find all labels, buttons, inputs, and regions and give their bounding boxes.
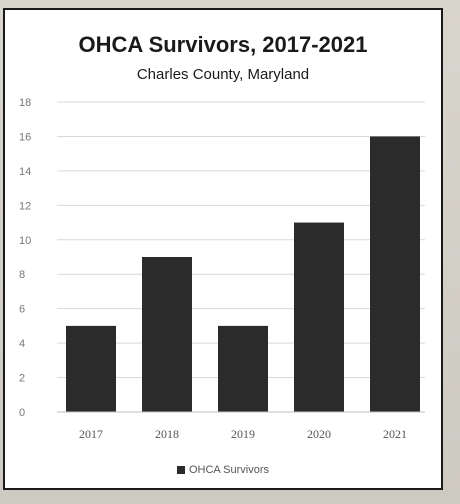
x-tick-label: 2018 — [155, 427, 179, 441]
y-tick-label: 12 — [19, 200, 31, 212]
chart-subtitle: Charles County, Maryland — [136, 66, 310, 83]
y-tick-label: 0 — [19, 407, 25, 419]
bar-chart-plot: 0 2 4 6 8 10 12 14 16 18 2017 2018 2019 2020 2021 — [19, 97, 425, 441]
x-tick-label: 2021 — [383, 427, 407, 441]
chart-title: OHCA Survivors, 2017-2021 — [78, 32, 368, 57]
legend-swatch — [176, 466, 185, 475]
y-tick-label: 2 — [19, 373, 25, 385]
y-tick-label: 6 — [19, 304, 25, 316]
chart-frame: OHCA Survivors, 2017-2021 Charles County… — [3, 8, 443, 490]
y-tick-label: 18 — [19, 97, 31, 109]
y-tick-label: 16 — [19, 131, 31, 143]
x-tick-label: 2019 — [231, 427, 255, 441]
bar-2020 — [294, 222, 344, 412]
y-tick-label: 14 — [19, 166, 31, 178]
legend-label: OHCA Survivors — [188, 464, 270, 476]
y-tick-label: 10 — [19, 235, 31, 247]
bar-2018 — [142, 257, 192, 412]
bar-2021 — [370, 136, 420, 412]
x-tick-label: 2017 — [79, 427, 103, 441]
bar-2017 — [66, 325, 116, 412]
y-tick-label: 4 — [19, 338, 25, 350]
x-tick-label: 2020 — [307, 427, 331, 441]
chart-legend: OHCA Survivors — [5, 464, 441, 476]
y-tick-label: 8 — [19, 269, 25, 281]
bar-2019 — [218, 325, 268, 412]
